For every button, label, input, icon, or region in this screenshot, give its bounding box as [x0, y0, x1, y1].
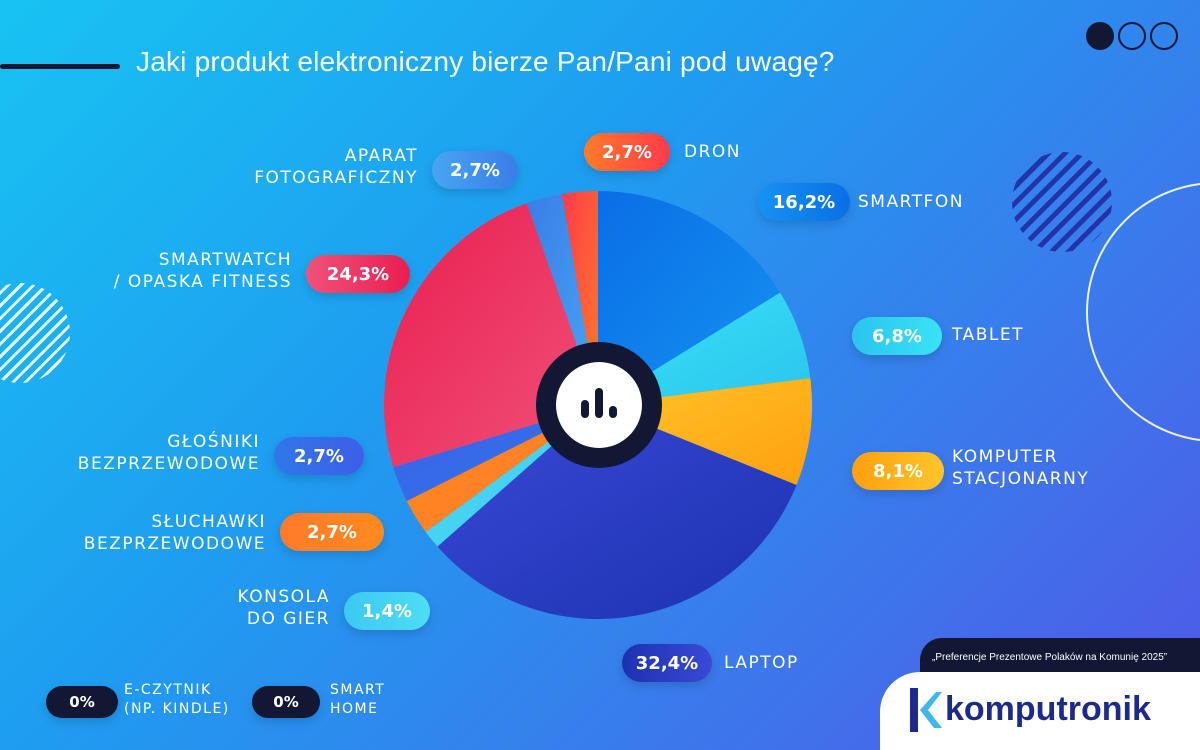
category-label-line: FOTOGRAFICZNY: [254, 168, 418, 188]
category-label-line: TABLET: [952, 325, 1024, 345]
category-label-line: BEZPRZEWODOWE: [77, 454, 260, 474]
category-label-line: / OPASKA FITNESS: [113, 272, 292, 292]
category-label: LAPTOP: [724, 652, 799, 674]
category-label: KOMPUTER STACJONARNY: [952, 446, 1089, 490]
category-label: GŁOŚNIKI BEZPRZEWODOWE: [78, 431, 260, 475]
komputronik-logo-icon: [910, 688, 942, 732]
logo-panel: [880, 672, 1200, 750]
category-label-line: HOME: [330, 701, 379, 717]
category-label-line: STACJONARNY: [952, 469, 1090, 489]
category-label-line: LAPTOP: [724, 653, 799, 673]
category-label: KONSOLA DO GIER: [238, 586, 330, 630]
pagination-dots: [1086, 22, 1178, 50]
brand-logo: komputronik: [945, 690, 1151, 728]
data-label-pill: 0%: [46, 686, 118, 718]
pie-slice-smartfon: [598, 191, 781, 405]
page-dot[interactable]: [1150, 22, 1178, 50]
pie-slice-laptop: [437, 405, 797, 619]
decorative-striped-circle: [1012, 152, 1112, 252]
category-label-line: SŁUCHAWKI: [151, 512, 266, 532]
category-label: SŁUCHAWKI BEZPRZEWODOWE: [84, 511, 266, 555]
category-label: SMARTFON: [858, 191, 964, 213]
data-label-pill: 8,1%: [852, 452, 944, 490]
data-label-pill: 0%: [252, 686, 320, 718]
data-label-pill: 2,7%: [280, 513, 384, 551]
data-label-pill: 2,7%: [274, 437, 364, 475]
category-label-line: GŁOŚNIKI: [167, 432, 260, 452]
page-dot-active[interactable]: [1086, 22, 1114, 50]
category-label-line: E-CZYTNIK: [124, 682, 212, 698]
category-label: SMART HOME: [330, 681, 385, 719]
category-label-line: KOMPUTER: [952, 447, 1058, 467]
bar-chart-icon: [556, 362, 642, 448]
chart-center-badge: [536, 342, 662, 468]
category-label-line: SMARTFON: [858, 192, 964, 212]
data-label-pill: 1,4%: [344, 592, 430, 630]
category-label: APARAT FOTOGRAFICZNY: [254, 145, 418, 189]
data-label-pill: 2,7%: [584, 133, 670, 171]
data-label-pill: 16,2%: [758, 183, 850, 221]
data-label-pill: 24,3%: [306, 255, 410, 293]
category-label-line: APARAT: [344, 146, 418, 166]
category-label: TABLET: [952, 324, 1024, 346]
category-label-line: DO GIER: [246, 609, 330, 629]
data-label-pill: 32,4%: [622, 644, 712, 682]
data-label-pill: 6,8%: [852, 317, 942, 355]
category-label-line: SMARTWATCH: [158, 250, 292, 270]
page-dot[interactable]: [1118, 22, 1146, 50]
category-label-line: (NP. KINDLE): [124, 701, 230, 717]
chart-title: Jaki produkt elektroniczny bierze Pan/Pa…: [136, 46, 835, 77]
category-label: DRON: [684, 141, 741, 163]
title-accent-line: [0, 64, 120, 69]
data-label-pill: 2,7%: [432, 151, 518, 189]
category-label: E-CZYTNIK (NP. KINDLE): [124, 681, 230, 719]
category-label-line: BEZPRZEWODOWE: [83, 534, 266, 554]
category-label-line: DRON: [684, 142, 741, 162]
category-label: SMARTWATCH / OPASKA FITNESS: [114, 249, 292, 293]
source-caption: „Preferencje Prezentowe Polaków na Komun…: [920, 638, 1200, 678]
category-label-line: KONSOLA: [237, 587, 330, 607]
category-label-line: SMART: [330, 682, 386, 698]
